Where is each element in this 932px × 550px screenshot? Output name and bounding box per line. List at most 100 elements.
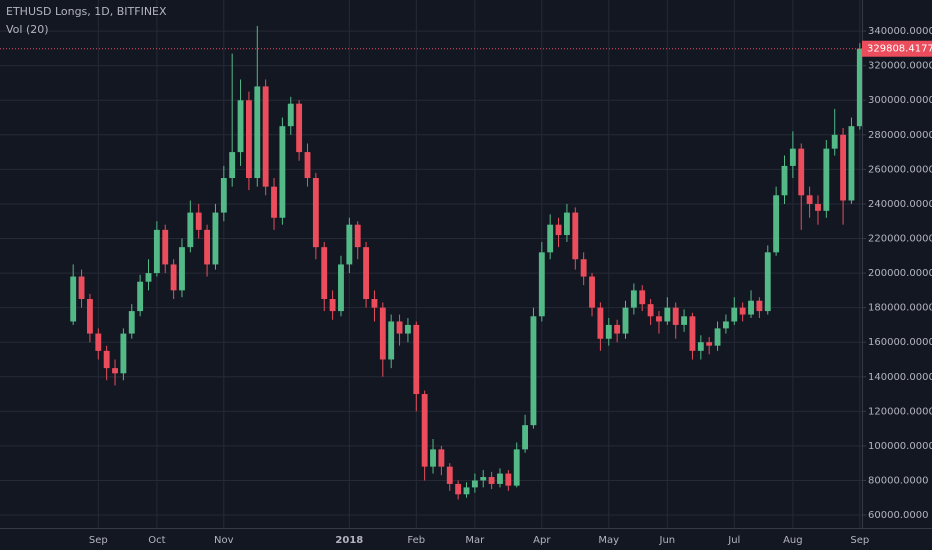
candle-body bbox=[137, 281, 144, 312]
candle-body bbox=[815, 203, 821, 211]
candle-body bbox=[580, 259, 587, 277]
candle-body bbox=[622, 307, 629, 334]
candle-body bbox=[153, 229, 160, 274]
y-tick-label: 280000.0000 bbox=[868, 130, 932, 141]
candle-body bbox=[480, 477, 487, 481]
x-tick-label: Nov bbox=[214, 535, 234, 546]
y-tick-label: 100000.0000 bbox=[868, 441, 932, 452]
candle-body bbox=[430, 449, 436, 467]
x-tick-label: Aug bbox=[783, 535, 803, 546]
y-tick-label: 220000.0000 bbox=[868, 234, 932, 245]
candle-body bbox=[614, 324, 621, 334]
indicator-label: Vol (20) bbox=[6, 23, 49, 36]
candle-body bbox=[647, 304, 654, 317]
x-tick-label: Oct bbox=[148, 535, 165, 546]
y-tick-label: 320000.0000 bbox=[868, 61, 932, 72]
candle-body bbox=[471, 480, 478, 488]
candle-body bbox=[329, 298, 336, 312]
y-tick-label: 260000.0000 bbox=[868, 164, 932, 175]
candle-body bbox=[589, 276, 595, 308]
candle-body bbox=[229, 152, 236, 179]
candle-body bbox=[112, 368, 118, 374]
candle-body bbox=[262, 86, 269, 187]
candle-body bbox=[396, 321, 403, 334]
candle-body bbox=[204, 229, 211, 265]
candle-body bbox=[756, 300, 763, 312]
y-tick-label: 80000.0000 bbox=[868, 475, 928, 486]
y-tick-label: 340000.0000 bbox=[868, 26, 932, 37]
x-tick-label: Jul bbox=[727, 535, 740, 546]
candle-body bbox=[187, 212, 194, 248]
candle-body bbox=[748, 300, 754, 315]
candle-body bbox=[279, 126, 286, 218]
candle-body bbox=[672, 307, 679, 325]
candle-body bbox=[681, 316, 688, 325]
y-tick-label: 200000.0000 bbox=[868, 268, 932, 279]
candle-body bbox=[798, 148, 805, 196]
candle-body bbox=[597, 307, 604, 339]
last-price-label: 329808.4177 bbox=[867, 44, 932, 55]
candle-body bbox=[254, 86, 261, 179]
candle-body bbox=[505, 473, 512, 486]
candle-body bbox=[823, 148, 830, 211]
candle-body bbox=[605, 324, 612, 339]
y-tick-label: 300000.0000 bbox=[868, 95, 932, 106]
candle-body bbox=[773, 195, 780, 253]
candle-body bbox=[438, 449, 445, 467]
candle-body bbox=[555, 224, 562, 236]
candle-body bbox=[572, 212, 579, 260]
candle-body bbox=[354, 224, 361, 248]
candle-body bbox=[463, 487, 470, 495]
candle-body bbox=[404, 324, 411, 334]
candle-body bbox=[245, 100, 252, 179]
candle-body bbox=[789, 148, 796, 166]
candle-body bbox=[739, 307, 746, 315]
candle-body bbox=[86, 298, 93, 334]
candle-body bbox=[296, 103, 303, 153]
candle-body bbox=[547, 224, 554, 253]
candle-body bbox=[497, 473, 503, 484]
candle-body bbox=[522, 425, 529, 450]
y-tick-label: 180000.0000 bbox=[868, 303, 932, 314]
candle-body bbox=[170, 264, 177, 291]
candle-body bbox=[689, 316, 696, 351]
candle-body bbox=[363, 247, 370, 299]
x-tick-label: Sep bbox=[850, 535, 869, 546]
x-tick-label: Sep bbox=[89, 535, 108, 546]
candle-body bbox=[656, 316, 662, 322]
candle-body bbox=[70, 276, 77, 322]
candle-body bbox=[840, 134, 847, 201]
candle-body bbox=[371, 298, 378, 308]
candle-body bbox=[379, 307, 386, 360]
candle-body bbox=[848, 126, 855, 201]
candle-body bbox=[195, 212, 202, 230]
y-tick-label: 120000.0000 bbox=[868, 406, 932, 417]
candle-body bbox=[220, 178, 227, 213]
candle-body bbox=[697, 342, 704, 351]
candle-body bbox=[321, 247, 328, 299]
chart-title: ETHUSD Longs, 1D, BITFINEX bbox=[6, 5, 167, 18]
candle-body bbox=[455, 483, 462, 495]
candle-body bbox=[714, 328, 721, 346]
candle-body bbox=[312, 178, 319, 248]
y-tick-label: 240000.0000 bbox=[868, 199, 932, 210]
candle-body bbox=[179, 247, 185, 291]
x-tick-label: Feb bbox=[407, 535, 425, 546]
x-tick-label: 2018 bbox=[335, 535, 363, 546]
candle-body bbox=[639, 290, 646, 305]
candle-body bbox=[530, 316, 537, 426]
candle-body bbox=[128, 311, 135, 334]
candle-body bbox=[722, 321, 729, 329]
candle-body bbox=[162, 229, 169, 265]
candles bbox=[70, 25, 863, 500]
candle-body bbox=[237, 100, 244, 153]
candle-body bbox=[421, 394, 428, 467]
candle-body bbox=[563, 212, 570, 236]
last-price-box bbox=[862, 40, 932, 57]
candle-body bbox=[764, 252, 771, 312]
x-tick-label: May bbox=[598, 535, 619, 546]
